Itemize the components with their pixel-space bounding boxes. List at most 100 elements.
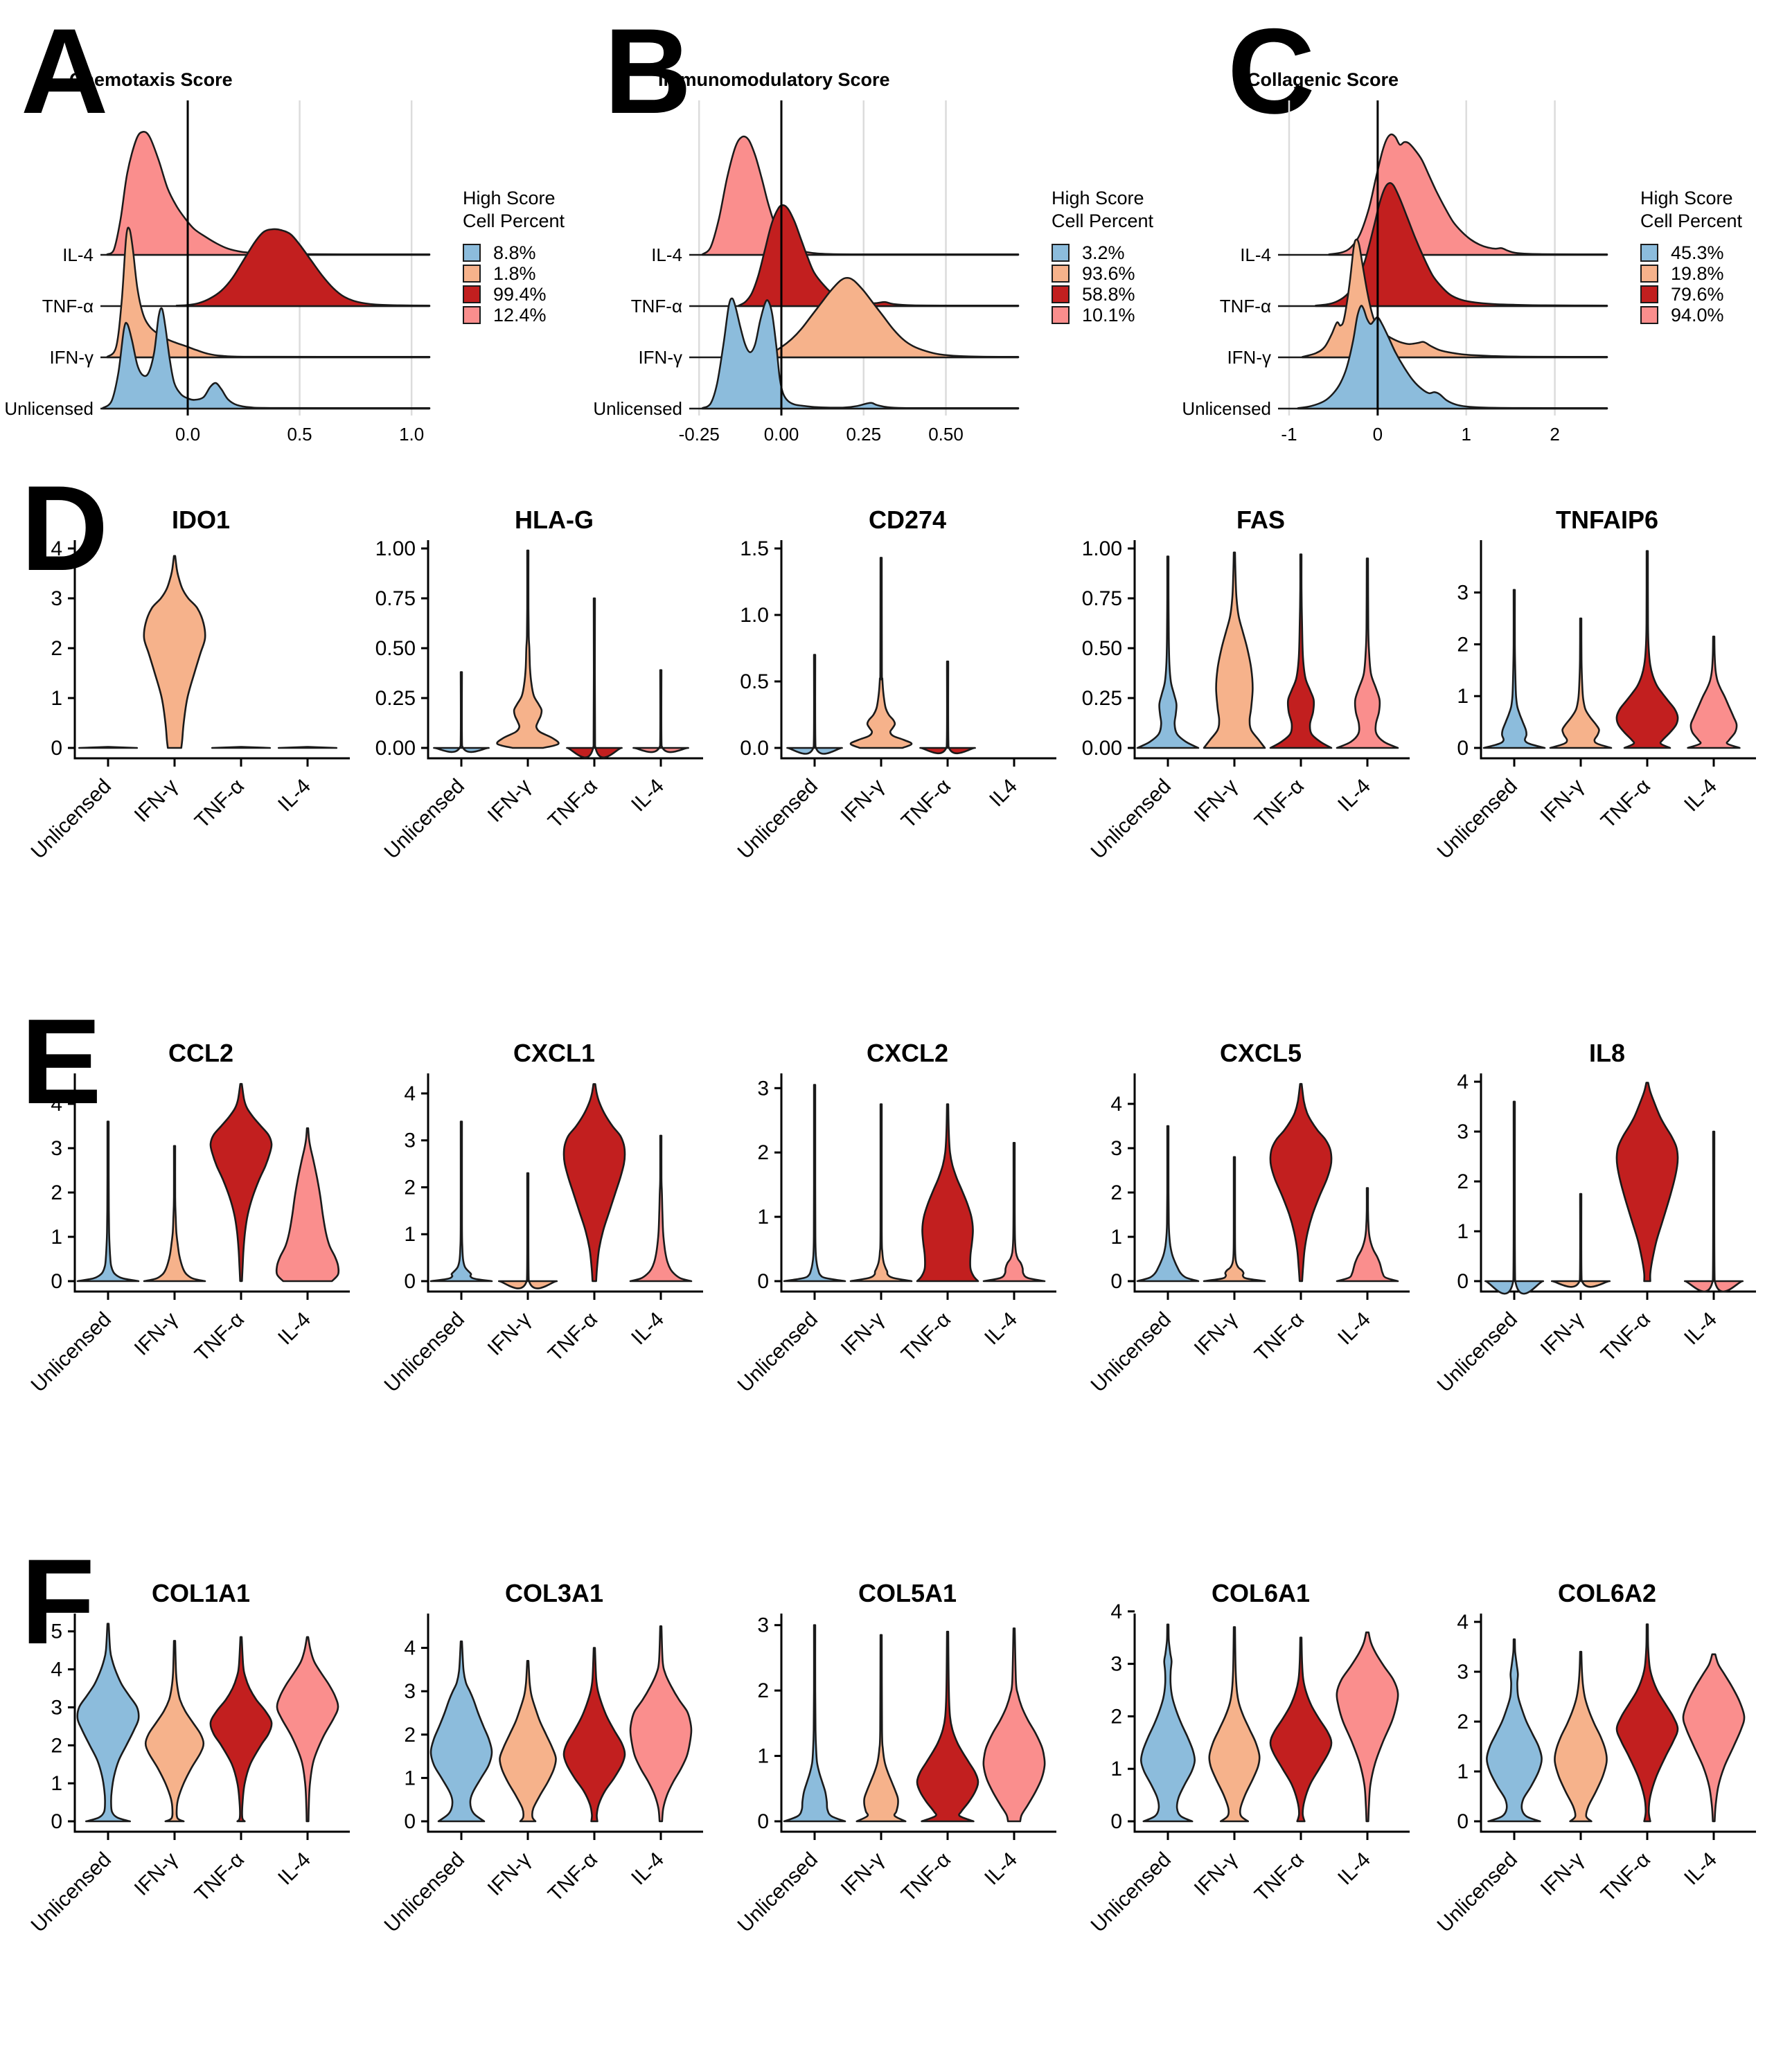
legend-swatch-unlicensed — [1640, 244, 1658, 262]
x-category-label: Unlicensed — [27, 1308, 116, 1397]
legend-entry: 8.8% — [463, 242, 565, 263]
x-category-label: IL-4 — [1680, 1308, 1721, 1350]
y-tick-label: 0 — [51, 737, 62, 760]
legend-entry: 10.1% — [1052, 305, 1153, 325]
x-category-label: Unlicensed — [734, 775, 822, 864]
y-tick-label: 0 — [1110, 1810, 1122, 1833]
violin-IFN-γ — [1554, 1650, 1608, 1823]
violin-plot-col5a1: 0 1 2 3 Unlicensed IFN-γ TNF-α IL-4 — [734, 1614, 1056, 1937]
x-category-label: Unlicensed — [1087, 1848, 1176, 1937]
y-tick-label: 2 — [51, 1734, 62, 1757]
legend-entry: 45.3% — [1640, 242, 1742, 263]
y-tick-label: 1 — [51, 1226, 62, 1249]
x-category-label: IFN-γ — [837, 775, 889, 827]
x-category-label: IL-4 — [274, 1848, 315, 1890]
x-category-label: TNF-α — [190, 1848, 249, 1906]
ridge-category-label: TNF-α — [42, 296, 94, 316]
legend-swatch-tnf-alpha — [463, 285, 481, 303]
ridge-density-IFN-γ — [754, 277, 1020, 359]
x-category-label: TNF-α — [1250, 775, 1309, 833]
ridge-density-TNF-α — [738, 204, 1020, 307]
y-tick-label: 3 — [51, 1137, 62, 1160]
x-category-label: Unlicensed — [1433, 1848, 1522, 1937]
y-tick-label: 1.00 — [375, 537, 416, 560]
legend-swatch-tnf-alpha — [1052, 285, 1070, 303]
y-tick-label: 1 — [51, 687, 62, 710]
x-category-label: Unlicensed — [380, 775, 469, 864]
x-category-label: IL-4 — [980, 1308, 1022, 1350]
violin-title-cd274: CD274 — [868, 506, 947, 534]
violin-IL-4 — [1682, 1653, 1746, 1823]
violin-IFN-γ — [1208, 1626, 1261, 1823]
x-category-label: Unlicensed — [734, 1308, 822, 1397]
x-category-label: IL-4 — [980, 1848, 1022, 1890]
legend-swatch-ifn-gamma — [463, 265, 481, 283]
violin-TNF-α — [919, 660, 976, 755]
legend-collagenic: High Score Cell Percent 45.3% 19.8% 79.6%… — [1640, 187, 1742, 325]
violin-Unlicensed — [433, 671, 490, 753]
y-tick-label: 0 — [1457, 1810, 1469, 1833]
violin-IFN-γ — [143, 555, 206, 749]
violin-title-col6a1: COL6A1 — [1211, 1579, 1311, 1607]
violin-plot-fas: 0.00 0.25 0.50 0.75 1.00 Unlicensed IFN-γ TNF-α… — [1082, 537, 1410, 864]
x-category-label: TNF-α — [1597, 1308, 1655, 1366]
panel-letter-c: C — [1227, 4, 1315, 139]
x-category-label: TNF-α — [1250, 1308, 1309, 1366]
x-tick-label: 0 — [1373, 424, 1383, 445]
x-category-label: TNF-α — [190, 775, 249, 833]
x-category-label: TNF-α — [544, 1848, 602, 1906]
x-tick-label: 1 — [1461, 424, 1471, 445]
y-tick-label: 3 — [1457, 1120, 1469, 1143]
x-category-label: IFN-γ — [130, 1308, 182, 1360]
x-category-label: Unlicensed — [1087, 1308, 1176, 1397]
violin-plot-hla-g: 0.00 0.25 0.50 0.75 1.00 Unlicensed IFN-γ TNF-α… — [375, 537, 703, 864]
x-tick-label: 2 — [1550, 424, 1559, 445]
violin-TNF-α — [1269, 1082, 1333, 1283]
legend-swatch-il-4 — [463, 306, 481, 324]
ridge-category-label: IL-4 — [1240, 244, 1271, 265]
violin-TNF-α — [209, 1636, 273, 1823]
violin-title-tnfaip6: TNFAIP6 — [1555, 506, 1659, 534]
y-tick-label: 3 — [51, 587, 62, 610]
y-tick-label: 1 — [1110, 1226, 1122, 1249]
violin-title-cxcl2: CXCL2 — [866, 1039, 949, 1067]
violin-title-col5a1: COL5A1 — [858, 1579, 957, 1607]
violin-TNF-α — [1269, 1636, 1333, 1823]
violin-title-col1a1: COL1A1 — [151, 1579, 251, 1607]
y-tick-label: 1.5 — [740, 537, 769, 560]
y-tick-label: 1.0 — [740, 604, 769, 627]
violin-Unlicensed — [783, 1084, 846, 1283]
x-category-label: TNF-α — [1597, 1848, 1655, 1906]
violin-plot-col3a1: 0 1 2 3 4 Unlicensed IFN-γ TNF-α IL-4 — [380, 1614, 703, 1937]
violin-IFN-γ — [849, 557, 913, 749]
ridge-category-label: Unlicensed — [4, 398, 94, 419]
x-category-label: TNF-α — [544, 1308, 602, 1366]
chart-title-collagenic: Collagenic Score — [1247, 69, 1399, 90]
violin-title-il8: IL8 — [1588, 1039, 1625, 1067]
y-tick-label: 2 — [757, 1141, 769, 1164]
violin-IL-4 — [982, 1627, 1046, 1823]
x-category-label: Unlicensed — [380, 1848, 469, 1937]
violin-Unlicensed — [783, 1624, 846, 1823]
violin-plot-cxcl5: 0 1 2 3 4 Unlicensed IFN-γ TNF-α IL-4 — [1087, 1073, 1410, 1397]
y-tick-label: 0.25 — [375, 687, 416, 710]
y-tick-label: 4 — [1457, 1611, 1469, 1634]
violin-title-ccl2: CCL2 — [168, 1039, 233, 1067]
violin-IFN-γ — [497, 1172, 558, 1289]
violin-Unlicensed — [1136, 555, 1200, 749]
violin-TNF-α — [562, 1083, 626, 1283]
x-category-label: IFN-γ — [1536, 1848, 1588, 1900]
y-tick-label: 4 — [404, 1637, 416, 1660]
ridge-category-label: IFN-γ — [638, 347, 682, 368]
violin-plot-tnfaip6: 0 1 2 3 Unlicensed IFN-γ TNF-α IL-4 — [1433, 540, 1756, 864]
y-tick-label: 2 — [51, 637, 62, 660]
x-category-label: IFN-γ — [130, 775, 182, 827]
x-category-label: IFN-γ — [1190, 1848, 1242, 1900]
panel-letter-b: B — [604, 4, 692, 139]
violin-title-fas: FAS — [1236, 506, 1285, 534]
legend-title: High Score Cell Percent — [1052, 188, 1154, 231]
x-category-label: IFN-γ — [1536, 1308, 1588, 1360]
violin-IL-4 — [1683, 1130, 1744, 1293]
violin-IL-4 — [632, 669, 689, 753]
